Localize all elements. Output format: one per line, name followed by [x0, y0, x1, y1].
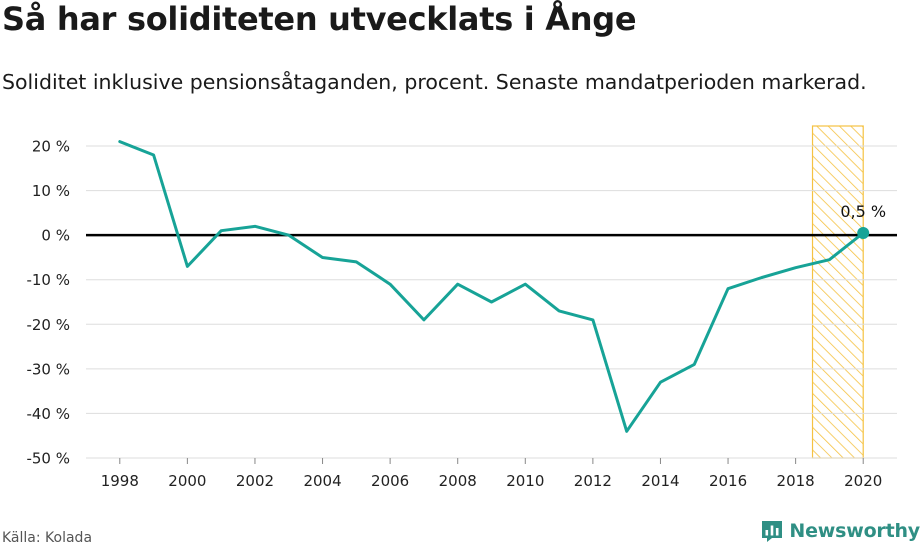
- x-tick-label: 2008: [439, 472, 477, 490]
- x-tick-label: 2000: [168, 472, 206, 490]
- x-tick-label: 2004: [303, 472, 341, 490]
- y-tick-label: -20 %: [26, 316, 70, 334]
- x-tick-label: 2012: [574, 472, 612, 490]
- last-value-marker: [857, 226, 870, 239]
- series-line: [118, 140, 865, 433]
- brand-name: Newsworthy: [789, 520, 920, 542]
- mandate-period-highlight: [811, 125, 864, 459]
- x-tick-label: 2006: [371, 472, 409, 490]
- newsworthy-icon: [762, 521, 783, 542]
- y-tick-label: -40 %: [26, 405, 70, 423]
- x-tick-label: 2020: [844, 472, 882, 490]
- source-label: Källa: Kolada: [2, 530, 93, 546]
- y-tick-label: 10 %: [32, 182, 70, 200]
- last-value-label: 0,5 %: [840, 202, 886, 221]
- y-tick-label: -50 %: [26, 450, 70, 468]
- newsworthy-logo: Newsworthy: [760, 519, 920, 543]
- chart-subtitle: Soliditet inklusive pensionsåtaganden, p…: [2, 70, 867, 94]
- y-tick-label: 20 %: [32, 138, 70, 156]
- x-tick-label: 2018: [777, 472, 815, 490]
- x-tick-label: 2014: [641, 472, 679, 490]
- x-tick-label: 2002: [236, 472, 274, 490]
- x-tick-label: 2010: [506, 472, 544, 490]
- chart-title: Så har soliditeten utvecklats i Ånge: [2, 0, 637, 38]
- y-tick-label: -30 %: [26, 360, 70, 378]
- y-tick-label: -10 %: [26, 271, 70, 289]
- y-tick-label: 0 %: [41, 227, 70, 245]
- x-tick-label: 2016: [709, 472, 747, 490]
- x-tick-label: 1998: [101, 472, 139, 490]
